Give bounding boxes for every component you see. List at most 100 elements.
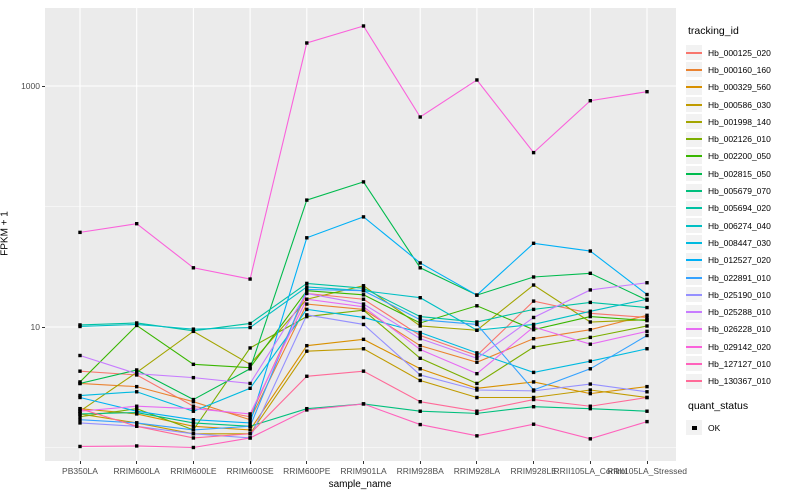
legend-key-swatch <box>686 131 702 147</box>
legend-item: Hb_029142_020 <box>686 338 798 355</box>
plot-canvas <box>45 8 676 461</box>
data-point <box>305 313 309 317</box>
data-point <box>305 374 309 378</box>
legend-key-line <box>686 51 702 54</box>
x-tick-mark <box>363 461 364 464</box>
data-point <box>361 215 366 219</box>
x-tick-label: RRIM928LE <box>510 466 557 476</box>
data-point <box>248 421 252 425</box>
x-tick-label: RRIM600PE <box>283 466 331 476</box>
data-point <box>305 297 309 301</box>
data-point <box>361 402 366 406</box>
legend-title: tracking_id <box>688 25 739 37</box>
data-point <box>475 304 479 308</box>
data-point <box>531 241 536 246</box>
legend-item-label: Hb_127127_010 <box>708 358 771 369</box>
data-point <box>531 422 536 426</box>
legend-key-line <box>686 207 702 210</box>
quant-status-label: OK <box>708 422 721 433</box>
y-tick-label: 1000 <box>21 81 40 91</box>
data-point <box>588 288 592 292</box>
data-point <box>418 261 422 265</box>
x-tick-label: RRII105LA_Control <box>553 466 628 476</box>
data-point <box>531 380 536 384</box>
data-point <box>418 324 422 328</box>
data-point <box>475 78 479 82</box>
data-point <box>248 277 252 281</box>
data-point <box>588 327 592 332</box>
data-point <box>191 421 196 425</box>
legend-key-swatch <box>686 270 702 285</box>
legend-item-label: Hb_008447_030 <box>708 237 771 248</box>
legend-key-swatch <box>686 218 702 234</box>
data-point <box>135 424 139 428</box>
data-point <box>191 404 196 408</box>
legend-item-label: Hb_005679_070 <box>708 186 771 197</box>
y-tick-mark <box>41 326 45 328</box>
data-point <box>588 437 592 441</box>
data-point <box>588 406 592 411</box>
data-point <box>78 393 82 398</box>
legend-key-swatch <box>686 97 702 113</box>
data-point <box>361 286 366 290</box>
data-point <box>418 336 422 341</box>
data-point <box>191 445 196 450</box>
data-point <box>418 378 422 383</box>
legend-key-swatch <box>686 148 702 164</box>
quant-status-point-icon <box>692 425 697 431</box>
legend-item-label: Hb_000160_160 <box>708 64 771 75</box>
data-point <box>248 386 252 390</box>
data-point <box>475 356 479 360</box>
data-point <box>418 317 422 322</box>
data-point <box>588 342 592 346</box>
legend-item-label: Hb_025288_010 <box>708 307 771 318</box>
legend-key-line <box>686 241 702 244</box>
data-point <box>191 409 196 413</box>
data-point <box>588 359 592 363</box>
data-point <box>475 320 479 324</box>
data-point <box>418 356 422 360</box>
data-point <box>645 395 649 400</box>
data-point <box>135 404 139 408</box>
data-point <box>78 353 82 358</box>
data-point <box>135 322 139 327</box>
data-point <box>645 313 649 318</box>
legend-key-swatch <box>686 287 702 303</box>
legend-key-line <box>686 380 702 383</box>
data-point <box>475 411 479 416</box>
data-point <box>361 347 366 351</box>
legend-item: Hb_022891_010 <box>686 269 798 286</box>
data-point <box>191 418 196 422</box>
data-point <box>361 337 366 342</box>
data-point <box>645 384 649 389</box>
data-point <box>588 391 592 396</box>
data-point <box>588 311 592 315</box>
legend-key-line <box>686 362 702 365</box>
data-point <box>645 333 649 338</box>
data-point <box>645 329 649 334</box>
x-tick-label: RRIM600LA <box>113 466 160 476</box>
data-point <box>588 300 592 305</box>
data-point <box>645 297 649 301</box>
legend-item: Hb_000160_160 <box>686 61 798 78</box>
data-point <box>135 406 139 411</box>
data-point <box>588 99 592 103</box>
data-point <box>645 318 649 323</box>
data-point <box>645 281 649 285</box>
data-point <box>588 335 592 340</box>
data-point <box>248 424 252 428</box>
legend-item-label: Hb_000586_030 <box>708 99 771 110</box>
data-point <box>191 424 196 428</box>
data-point <box>305 41 309 45</box>
data-point <box>78 412 82 416</box>
data-point <box>531 307 536 312</box>
data-point <box>475 386 479 390</box>
data-point <box>78 381 82 386</box>
data-point <box>645 419 649 424</box>
legend-item: Hb_000586_030 <box>686 96 798 113</box>
data-point <box>78 444 82 449</box>
data-point <box>305 287 309 292</box>
data-point <box>531 315 536 320</box>
legend-item-label: Hb_002200_050 <box>708 151 771 162</box>
x-tick-mark <box>589 461 591 464</box>
